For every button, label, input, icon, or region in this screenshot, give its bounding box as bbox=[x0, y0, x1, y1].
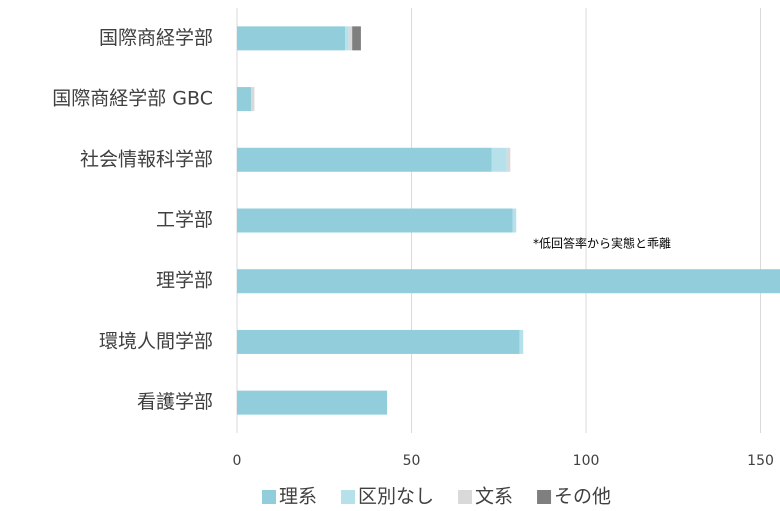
legend-swatch bbox=[262, 490, 276, 504]
bar-segment bbox=[348, 26, 353, 51]
legend-label: 区別なし bbox=[358, 486, 434, 508]
x-tick-label: 50 bbox=[403, 453, 421, 469]
bar-segment bbox=[345, 26, 349, 51]
bar-segment bbox=[352, 26, 361, 51]
x-tick-label: 0 bbox=[233, 453, 242, 469]
y-tick-label: 理学部 bbox=[156, 270, 213, 292]
legend-label: 理系 bbox=[279, 486, 317, 508]
x-tick-label: 150 bbox=[747, 453, 774, 469]
y-tick-label: 国際商経学部 bbox=[99, 27, 213, 49]
x-tick-label: 100 bbox=[573, 453, 600, 469]
legend-swatch bbox=[537, 490, 552, 504]
y-tick-label: 工学部 bbox=[156, 209, 213, 231]
legend-label: その他 bbox=[554, 486, 611, 508]
legend-swatch bbox=[341, 490, 356, 504]
bar-segment bbox=[237, 390, 388, 415]
bar-segment bbox=[237, 269, 780, 294]
y-tick-label: 看護学部 bbox=[137, 391, 213, 413]
bar-segment bbox=[491, 147, 507, 172]
legend-label: 文系 bbox=[475, 486, 513, 508]
bar-segment bbox=[250, 87, 255, 112]
annotation: *低回答率から実態と乖離 bbox=[533, 236, 671, 251]
bar-segment bbox=[237, 87, 251, 112]
y-tick-label: 国際商経学部 GBC bbox=[52, 88, 213, 110]
bar-segment bbox=[512, 208, 517, 233]
bar-segment bbox=[237, 26, 346, 51]
y-tick-label: 社会情報科学部 bbox=[80, 148, 213, 170]
bar-segment bbox=[237, 329, 520, 354]
bar-segment bbox=[506, 147, 511, 172]
bar-segment bbox=[237, 208, 513, 233]
bar-segment bbox=[519, 329, 524, 354]
bar-segment bbox=[237, 147, 492, 172]
legend-swatch bbox=[458, 490, 473, 504]
y-tick-label: 環境人間学部 bbox=[99, 330, 213, 352]
bars bbox=[237, 26, 780, 415]
